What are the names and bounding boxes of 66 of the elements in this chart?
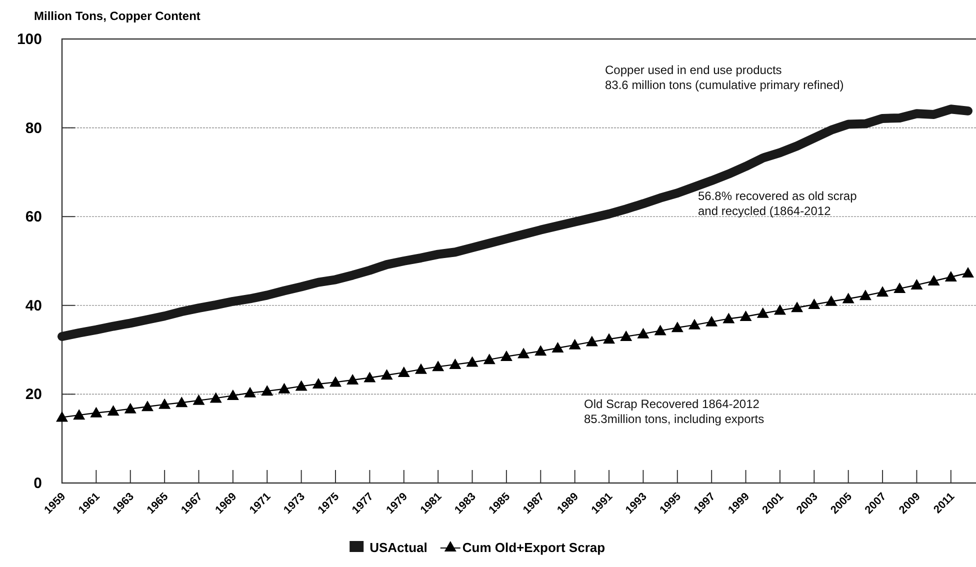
point [176, 396, 188, 408]
y-tick-label: 20 [25, 386, 42, 404]
point [928, 274, 940, 286]
y-tick-label: 100 [16, 31, 42, 48]
point [518, 348, 530, 358]
point [124, 402, 136, 414]
point [192, 394, 205, 405]
point [654, 324, 666, 336]
point [534, 345, 547, 356]
point [568, 338, 581, 350]
point [261, 385, 274, 396]
point [330, 376, 342, 387]
point [466, 356, 478, 367]
point [688, 318, 700, 330]
point [894, 282, 906, 294]
point [244, 386, 256, 398]
point [210, 392, 222, 403]
point [449, 358, 462, 369]
y-tick-label: 60 [25, 208, 42, 226]
point [808, 298, 820, 310]
point [56, 411, 68, 422]
point [107, 405, 120, 416]
point [671, 322, 684, 332]
point [962, 266, 974, 278]
point [910, 278, 923, 290]
legend-label: USActual [370, 540, 428, 555]
point [706, 316, 718, 326]
y-tick-label: 0 [34, 475, 42, 492]
point [364, 372, 376, 382]
point [722, 312, 735, 324]
point [312, 378, 324, 388]
point [756, 307, 769, 318]
point [586, 336, 598, 346]
point [500, 350, 512, 361]
point [842, 292, 854, 304]
point [825, 295, 838, 306]
point [603, 333, 616, 344]
point [859, 290, 872, 300]
point [278, 382, 290, 394]
y-tick-label: 40 [25, 297, 42, 314]
point [637, 328, 650, 338]
legend-label: Cum Old+Export Scrap [462, 540, 606, 555]
point [398, 366, 410, 377]
y-tick-label: 80 [25, 120, 42, 137]
point [158, 398, 171, 409]
point [791, 302, 804, 312]
annotation: 56.8% recovered as old scrap and recycled (1864-2012 [698, 189, 858, 218]
point [295, 380, 308, 391]
point [73, 409, 86, 420]
point [944, 270, 957, 282]
annotation: Old Scrap Recovered 1864-2012 85.3million tons, including exports [584, 397, 764, 426]
point [414, 363, 427, 374]
y-axis-title: Million Tons, Copper Content [34, 9, 200, 23]
point [141, 400, 154, 412]
point [740, 310, 752, 321]
point [620, 330, 632, 341]
point [483, 354, 496, 364]
annotation: Copper used in end use products 83.6 million tons (cumulative primary refined) [605, 63, 844, 92]
point [552, 342, 564, 353]
point [346, 374, 359, 384]
point [380, 369, 393, 380]
point [90, 406, 102, 418]
point [226, 390, 239, 400]
point [774, 304, 786, 315]
point [876, 286, 889, 297]
point [432, 360, 444, 372]
